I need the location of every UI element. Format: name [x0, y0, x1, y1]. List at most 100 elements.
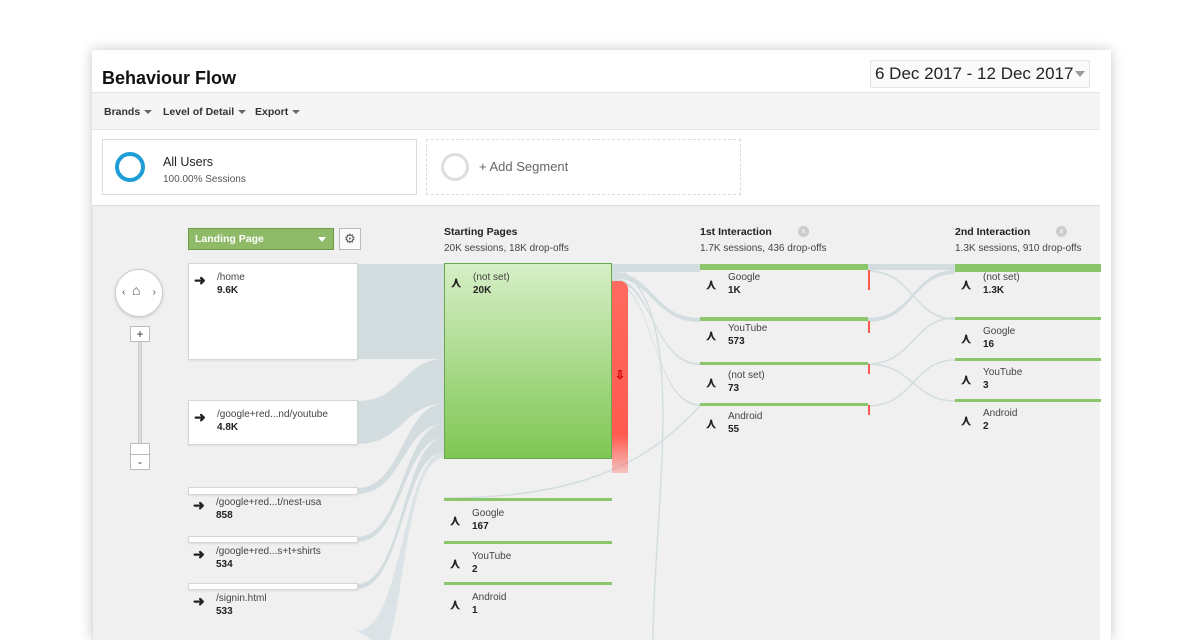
node-bar[interactable] [700, 264, 868, 270]
interaction-icon: ⋏ [706, 374, 717, 390]
node-label: /home [217, 272, 245, 283]
zoom-out-button[interactable]: - [130, 454, 150, 470]
node-bar[interactable] [700, 362, 868, 365]
node-bar[interactable] [700, 403, 868, 406]
dropoff-bar [868, 364, 870, 374]
pan-right-icon[interactable]: › [152, 287, 156, 298]
flow-canvas[interactable]: ‹ ⌂ › + - Landing Page ⚙ Starting Pages … [92, 206, 1101, 640]
node-value: 167 [472, 521, 489, 532]
node-value: 573 [728, 336, 745, 347]
flow-link [357, 404, 444, 494]
node-value: 4.8K [217, 422, 239, 433]
node-value: 534 [216, 559, 233, 570]
node-value: 2 [983, 421, 989, 432]
chevron-down-icon [1075, 71, 1085, 77]
pan-left-icon[interactable]: ‹ [122, 287, 126, 298]
node-label: (not set) [983, 272, 1020, 283]
node-bar[interactable] [444, 582, 612, 585]
flow-link [357, 359, 444, 444]
entry-arrow-icon: ➜ [193, 497, 205, 513]
landing-page-dropdown-label: Landing Page [195, 233, 264, 245]
node-bar[interactable] [444, 541, 612, 544]
node-label: Android [983, 408, 1018, 419]
node-bar[interactable] [444, 498, 612, 501]
pan-control[interactable]: ‹ ⌂ › [115, 269, 163, 317]
column-subtitle: 20K sessions, 18K drop-offs [444, 243, 569, 254]
node-label: Google [472, 508, 505, 519]
node-label: Google [728, 272, 761, 283]
brands-menu[interactable]: Brands [104, 106, 153, 118]
interaction-icon: ⋏ [706, 276, 717, 292]
home-icon[interactable]: ⌂ [132, 282, 141, 298]
entry-arrow-icon: ➜ [194, 272, 206, 288]
entry-arrow-icon: ➜ [193, 593, 205, 609]
interaction-icon: ⋏ [706, 415, 717, 431]
flow-link [357, 438, 444, 589]
export-menu[interactable]: Export [255, 106, 301, 118]
flow-link [357, 452, 444, 640]
node-label: Android [472, 592, 507, 603]
segment-all-users[interactable]: All Users 100.00% Sessions [102, 139, 417, 195]
node-label: (not set) [728, 370, 765, 381]
landing-page-node[interactable] [188, 536, 358, 543]
node-label: YouTube [983, 367, 1023, 378]
close-icon[interactable]: × [798, 226, 809, 237]
starting-page-node-not-set[interactable]: ⋏ (not set) 20K [444, 263, 612, 459]
node-bar[interactable] [700, 317, 868, 321]
landing-page-node[interactable] [188, 583, 358, 590]
node-bar[interactable] [955, 358, 1101, 361]
node-label: /google+red...t/nest-usa [216, 497, 322, 508]
flow-link [357, 264, 444, 359]
node-value: 73 [728, 383, 740, 394]
flow-link [867, 363, 956, 402]
landing-page-node[interactable]: ➜ /home 9.6K [188, 263, 358, 360]
node-label: (not set) [473, 272, 510, 283]
export-label: Export [255, 106, 289, 118]
gear-icon[interactable]: ⚙ [339, 228, 361, 250]
interaction-icon: ⋏ [450, 512, 461, 528]
interaction-icon: ⋏ [961, 412, 972, 428]
column-subtitle: 1.7K sessions, 436 drop-offs [700, 243, 827, 254]
date-range-picker[interactable]: 6 Dec 2017 - 12 Dec 2017 [870, 60, 1090, 88]
node-value: 16 [983, 339, 995, 350]
add-segment-label: + Add Segment [479, 159, 569, 174]
interaction-icon: ⋏ [961, 330, 972, 346]
node-value: 1.3K [983, 285, 1005, 296]
flow-link [867, 317, 956, 365]
node-label: /google+red...s+t+shirts [216, 546, 321, 557]
page-title: Behaviour Flow [102, 68, 237, 88]
entry-arrow-icon: ➜ [193, 546, 205, 562]
add-segment-button[interactable]: + Add Segment [426, 139, 741, 195]
landing-page-dropdown[interactable]: Landing Page [188, 228, 334, 250]
column-title: 1st Interaction [700, 226, 772, 238]
dropoff-bar [868, 321, 870, 333]
zoom-in-button[interactable]: + [130, 326, 150, 342]
node-value: 1K [728, 285, 741, 296]
behaviour-flow-panel: Behaviour Flow 6 Dec 2017 - 12 Dec 2017 … [92, 50, 1111, 640]
segment-bar: All Users 100.00% Sessions + Add Segment [92, 130, 1100, 206]
node-value: 20K [473, 285, 492, 296]
node-bar[interactable] [955, 399, 1101, 402]
date-range-text: 6 Dec 2017 - 12 Dec 2017 [875, 64, 1074, 83]
node-bar[interactable] [955, 317, 1101, 320]
entry-arrow-icon: ➜ [194, 409, 206, 425]
report-header: Behaviour Flow 6 Dec 2017 - 12 Dec 2017 [92, 50, 1111, 92]
interaction-icon: ⋏ [450, 596, 461, 612]
interaction-icon: ⋏ [961, 371, 972, 387]
level-of-detail-menu[interactable]: Level of Detail [163, 106, 247, 118]
segment-percentage: 100.00% Sessions [163, 174, 246, 185]
landing-page-node[interactable] [188, 487, 358, 495]
node-value: 858 [216, 510, 233, 521]
node-label: /signin.html [216, 593, 267, 604]
dropoff-bar [868, 270, 870, 290]
flow-link [357, 424, 444, 542]
node-bar[interactable] [955, 264, 1101, 272]
segment-placeholder-icon [441, 153, 469, 181]
flow-link [611, 265, 664, 640]
interaction-icon: ⋏ [961, 276, 972, 292]
landing-page-node[interactable]: ➜ /google+red...nd/youtube 4.8K [188, 400, 358, 445]
node-value: 3 [983, 380, 989, 391]
flow-link [868, 264, 955, 270]
dropoff-bar[interactable] [612, 281, 628, 473]
close-icon[interactable]: × [1056, 226, 1067, 237]
